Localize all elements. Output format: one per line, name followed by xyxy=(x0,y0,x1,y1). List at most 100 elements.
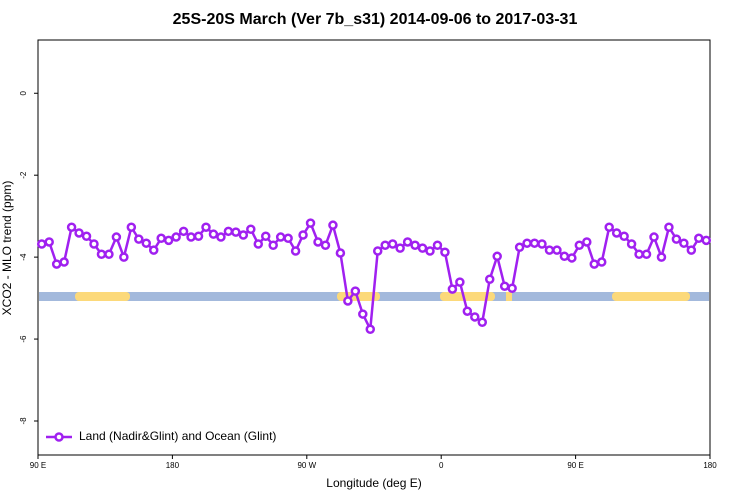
data-point xyxy=(81,231,92,241)
data-point xyxy=(59,257,69,267)
data-point xyxy=(589,259,600,269)
data-point xyxy=(619,231,629,241)
data-point xyxy=(238,230,249,240)
data-point xyxy=(686,245,697,255)
x-tick-label: 180 xyxy=(703,461,717,470)
data-point xyxy=(611,228,622,238)
data-point xyxy=(223,226,234,237)
data-point xyxy=(544,245,555,255)
data-point xyxy=(604,222,614,232)
data-point xyxy=(477,317,488,328)
data-point xyxy=(492,251,502,262)
data-point xyxy=(410,240,420,250)
data-point xyxy=(141,238,152,248)
data-point xyxy=(104,249,114,260)
data-point xyxy=(126,222,137,232)
data-point xyxy=(641,249,652,260)
data-point xyxy=(343,296,353,306)
land-patch xyxy=(440,292,495,301)
x-tick-label: 0 xyxy=(439,461,444,470)
data-point xyxy=(499,281,510,291)
x-tick-label: 90 W xyxy=(297,461,316,470)
data-point xyxy=(89,239,99,249)
data-point xyxy=(582,237,592,247)
land-patch xyxy=(75,292,130,301)
data-point xyxy=(455,277,465,287)
data-point xyxy=(664,222,674,232)
data-point xyxy=(66,222,77,232)
data-point xyxy=(283,233,293,244)
y-tick-label: -2 xyxy=(19,171,28,179)
data-point xyxy=(671,234,682,244)
data-point xyxy=(328,220,338,230)
data-point xyxy=(74,228,84,238)
data-point xyxy=(634,249,644,260)
data-point xyxy=(260,231,271,241)
data-point xyxy=(216,232,226,242)
chart-title: 25S-20S March (Ver 7b_s31) 2014-09-06 to… xyxy=(173,11,578,28)
x-axis-label: Longitude (deg E) xyxy=(326,476,421,490)
data-point xyxy=(679,238,689,248)
data-point xyxy=(365,324,376,334)
data-point xyxy=(484,274,495,284)
data-point xyxy=(626,239,637,249)
data-point xyxy=(552,245,562,255)
data-point xyxy=(231,227,241,237)
data-point xyxy=(372,246,383,256)
data-point xyxy=(462,306,473,316)
data-point xyxy=(387,239,398,249)
y-tick-label: 0 xyxy=(19,90,28,95)
data-point xyxy=(134,234,144,244)
land-patch xyxy=(612,292,690,301)
data-point xyxy=(447,284,458,294)
data-point xyxy=(178,226,189,237)
data-point xyxy=(514,242,525,253)
data-point xyxy=(119,252,129,262)
data-point xyxy=(537,239,547,249)
data-point xyxy=(246,224,256,235)
data-point xyxy=(148,245,159,255)
y-tick-label: -8 xyxy=(19,417,28,425)
land-patch xyxy=(506,292,512,301)
data-point xyxy=(522,238,532,248)
plot-frame xyxy=(37,39,711,456)
data-point xyxy=(186,232,196,242)
data-point xyxy=(171,232,181,242)
data-point xyxy=(51,259,62,269)
data-point xyxy=(440,247,450,257)
data-point xyxy=(395,243,405,253)
x-tick-label: 90 E xyxy=(567,461,583,470)
y-axis-label: XCO2 - MLO trend (ppm) xyxy=(0,181,14,316)
data-point xyxy=(275,232,286,242)
data-point xyxy=(596,257,607,267)
data-point xyxy=(380,240,390,250)
data-point xyxy=(268,240,278,250)
data-point xyxy=(694,233,704,244)
data-point xyxy=(529,238,540,248)
data-point xyxy=(425,246,435,256)
data-point xyxy=(44,237,54,247)
data-point xyxy=(156,233,166,244)
data-point xyxy=(111,232,122,242)
data-point xyxy=(701,235,712,246)
data-point xyxy=(559,251,570,262)
data-point xyxy=(320,240,331,250)
data-point xyxy=(163,235,174,246)
data-point xyxy=(193,231,204,241)
data-point xyxy=(335,248,346,258)
data-point xyxy=(358,309,368,319)
data-point xyxy=(432,240,443,250)
data-point xyxy=(36,239,47,249)
data-point xyxy=(208,229,219,239)
data-point xyxy=(649,232,659,242)
data-point xyxy=(96,249,107,260)
data-point xyxy=(305,218,316,228)
data-point xyxy=(350,286,361,296)
x-tick-label: 180 xyxy=(166,461,180,470)
legend-label: Land (Nadir&Glint) and Ocean (Glint) xyxy=(79,429,276,443)
data-point xyxy=(567,253,577,263)
data-point xyxy=(417,243,428,253)
data-point xyxy=(507,283,517,294)
data-point xyxy=(290,246,301,256)
